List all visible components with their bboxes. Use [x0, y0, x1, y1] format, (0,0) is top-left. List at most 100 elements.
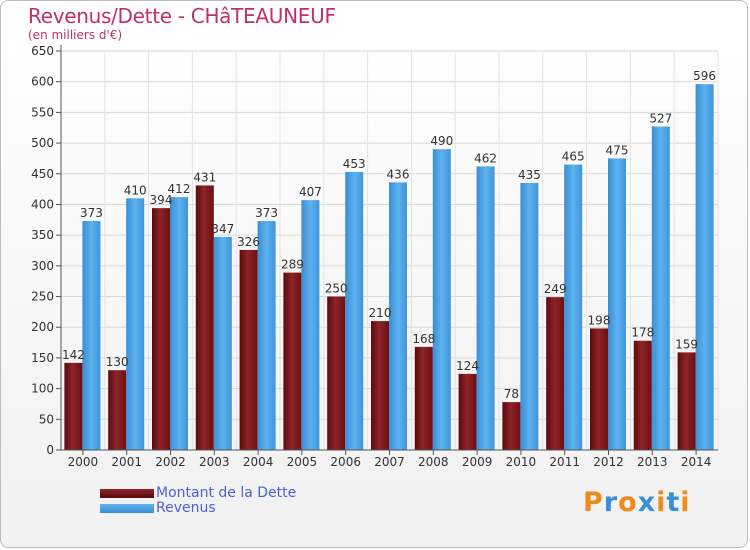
y-tick-label: 0 — [46, 443, 54, 457]
bar-debt-2014 — [677, 352, 696, 450]
data-label-debt-2006: 250 — [325, 282, 348, 296]
bar-debt-2012 — [590, 328, 608, 450]
data-label-revenue-2000: 373 — [80, 206, 103, 220]
y-tick-label: 650 — [31, 44, 54, 58]
logo-letter: o — [618, 487, 638, 518]
bar-revenue-2012 — [608, 158, 626, 450]
x-tick-label-2002: 2002 — [155, 455, 186, 469]
x-tick-label-2004: 2004 — [243, 455, 274, 469]
bar-revenue-2002 — [170, 197, 188, 450]
data-label-revenue-2003: 347 — [211, 222, 234, 236]
bar-revenue-2013 — [651, 126, 670, 450]
bars — [64, 84, 714, 451]
data-label-debt-2002: 394 — [150, 193, 173, 207]
x-tick-label-2010: 2010 — [506, 455, 537, 469]
data-label-debt-2008: 168 — [412, 332, 435, 346]
data-label-debt-2010: 78 — [504, 387, 519, 401]
y-tick-label: 500 — [31, 136, 54, 150]
y-tick-label: 200 — [31, 320, 54, 334]
y-tick-label: 550 — [31, 105, 54, 119]
x-tick-label-2009: 2009 — [462, 455, 493, 469]
proxiti-logo: Proxiti — [583, 487, 691, 518]
x-tick-label-2001: 2001 — [111, 455, 142, 469]
data-label-debt-2013: 178 — [631, 326, 654, 340]
bar-revenue-2009 — [476, 166, 495, 450]
x-tick-label-2005: 2005 — [287, 455, 318, 469]
y-tick-label: 250 — [31, 290, 54, 304]
x-tick-label-2006: 2006 — [330, 455, 361, 469]
y-tick-label: 100 — [31, 382, 54, 396]
bar-revenue-2008 — [432, 149, 451, 450]
data-label-debt-2005: 289 — [281, 258, 304, 272]
data-label-debt-2012: 198 — [588, 313, 611, 327]
x-tick-label-2000: 2000 — [68, 455, 99, 469]
data-label-revenue-2001: 410 — [124, 183, 147, 197]
y-tick-label: 600 — [31, 75, 54, 89]
x-tick-label-2007: 2007 — [374, 455, 405, 469]
data-label-debt-2009: 124 — [456, 359, 479, 373]
legend-label-debt: Montant de la Dette — [156, 485, 297, 501]
bar-debt-2004 — [239, 249, 258, 450]
y-tick-label: 50 — [39, 412, 54, 426]
x-tick-label-2011: 2011 — [549, 455, 580, 469]
bar-revenue-2007 — [389, 182, 407, 450]
data-label-revenue-2010: 435 — [518, 168, 541, 182]
bar-debt-2013 — [633, 340, 652, 450]
legend-swatch-revenue — [100, 504, 154, 513]
y-tick-label: 350 — [31, 228, 54, 242]
bar-revenue-2011 — [564, 164, 583, 451]
bar-revenue-2006 — [345, 171, 364, 451]
bar-revenue-2010 — [520, 182, 539, 450]
logo-letter: P — [583, 487, 604, 518]
bar-debt-2010 — [502, 402, 521, 450]
data-label-revenue-2014: 596 — [693, 69, 716, 83]
bar-revenue-2014 — [695, 84, 714, 450]
x-tick-label-2003: 2003 — [199, 455, 230, 469]
data-label-revenue-2012: 475 — [606, 143, 629, 157]
bar-revenue-2004 — [257, 221, 276, 450]
data-label-debt-2001: 130 — [106, 355, 129, 369]
x-tick-label-2013: 2013 — [637, 455, 668, 469]
data-label-debt-2011: 249 — [544, 282, 567, 296]
data-label-revenue-2005: 407 — [299, 185, 322, 199]
data-label-debt-2007: 210 — [369, 306, 392, 320]
logo-letter: i — [680, 487, 691, 518]
legend-label-revenue: Revenus — [156, 500, 216, 516]
bar-debt-2001 — [108, 370, 127, 450]
data-label-debt-2000: 142 — [62, 348, 85, 362]
logo-letter: x — [637, 487, 657, 518]
data-label-revenue-2007: 436 — [387, 167, 410, 181]
logo-letter: r — [603, 487, 619, 518]
axes: 0 50 100 150 200 250 300 350 400 450 500 550 600 650 2… — [31, 44, 718, 469]
bar-revenue-2003 — [213, 236, 232, 450]
legend-swatch-debt — [100, 489, 154, 498]
data-label-revenue-2011: 465 — [562, 150, 585, 164]
data-label-revenue-2006: 453 — [343, 157, 366, 171]
data-label-debt-2014: 159 — [675, 337, 698, 351]
data-label-revenue-2004: 373 — [255, 206, 278, 220]
bar-debt-2007 — [371, 321, 389, 450]
chart-title: Revenus/Dette - CHâTEAUNEUF — [28, 4, 336, 28]
bar-debt-2000 — [64, 362, 83, 450]
x-tick-label-2008: 2008 — [418, 455, 449, 469]
data-label-revenue-2013: 527 — [649, 112, 672, 126]
data-label-debt-2004: 326 — [237, 235, 260, 249]
bar-debt-2006 — [327, 296, 346, 450]
bar-revenue-2000 — [82, 221, 101, 450]
logo-letter: t — [666, 487, 681, 518]
bar-debt-2011 — [546, 297, 565, 450]
y-tick-label: 450 — [31, 167, 54, 181]
x-tick-label-2014: 2014 — [681, 455, 712, 469]
data-label-debt-2003: 431 — [193, 170, 216, 184]
bar-debt-2002 — [152, 208, 170, 450]
bar-debt-2008 — [414, 346, 433, 450]
data-label-revenue-2002: 412 — [168, 182, 191, 196]
data-label-revenue-2008: 490 — [430, 134, 453, 148]
data-label-revenue-2009: 462 — [474, 151, 497, 165]
y-tick-label: 300 — [31, 259, 54, 273]
bar-debt-2009 — [458, 373, 477, 450]
bar-debt-2003 — [195, 185, 214, 450]
y-tick-label: 400 — [31, 197, 54, 211]
